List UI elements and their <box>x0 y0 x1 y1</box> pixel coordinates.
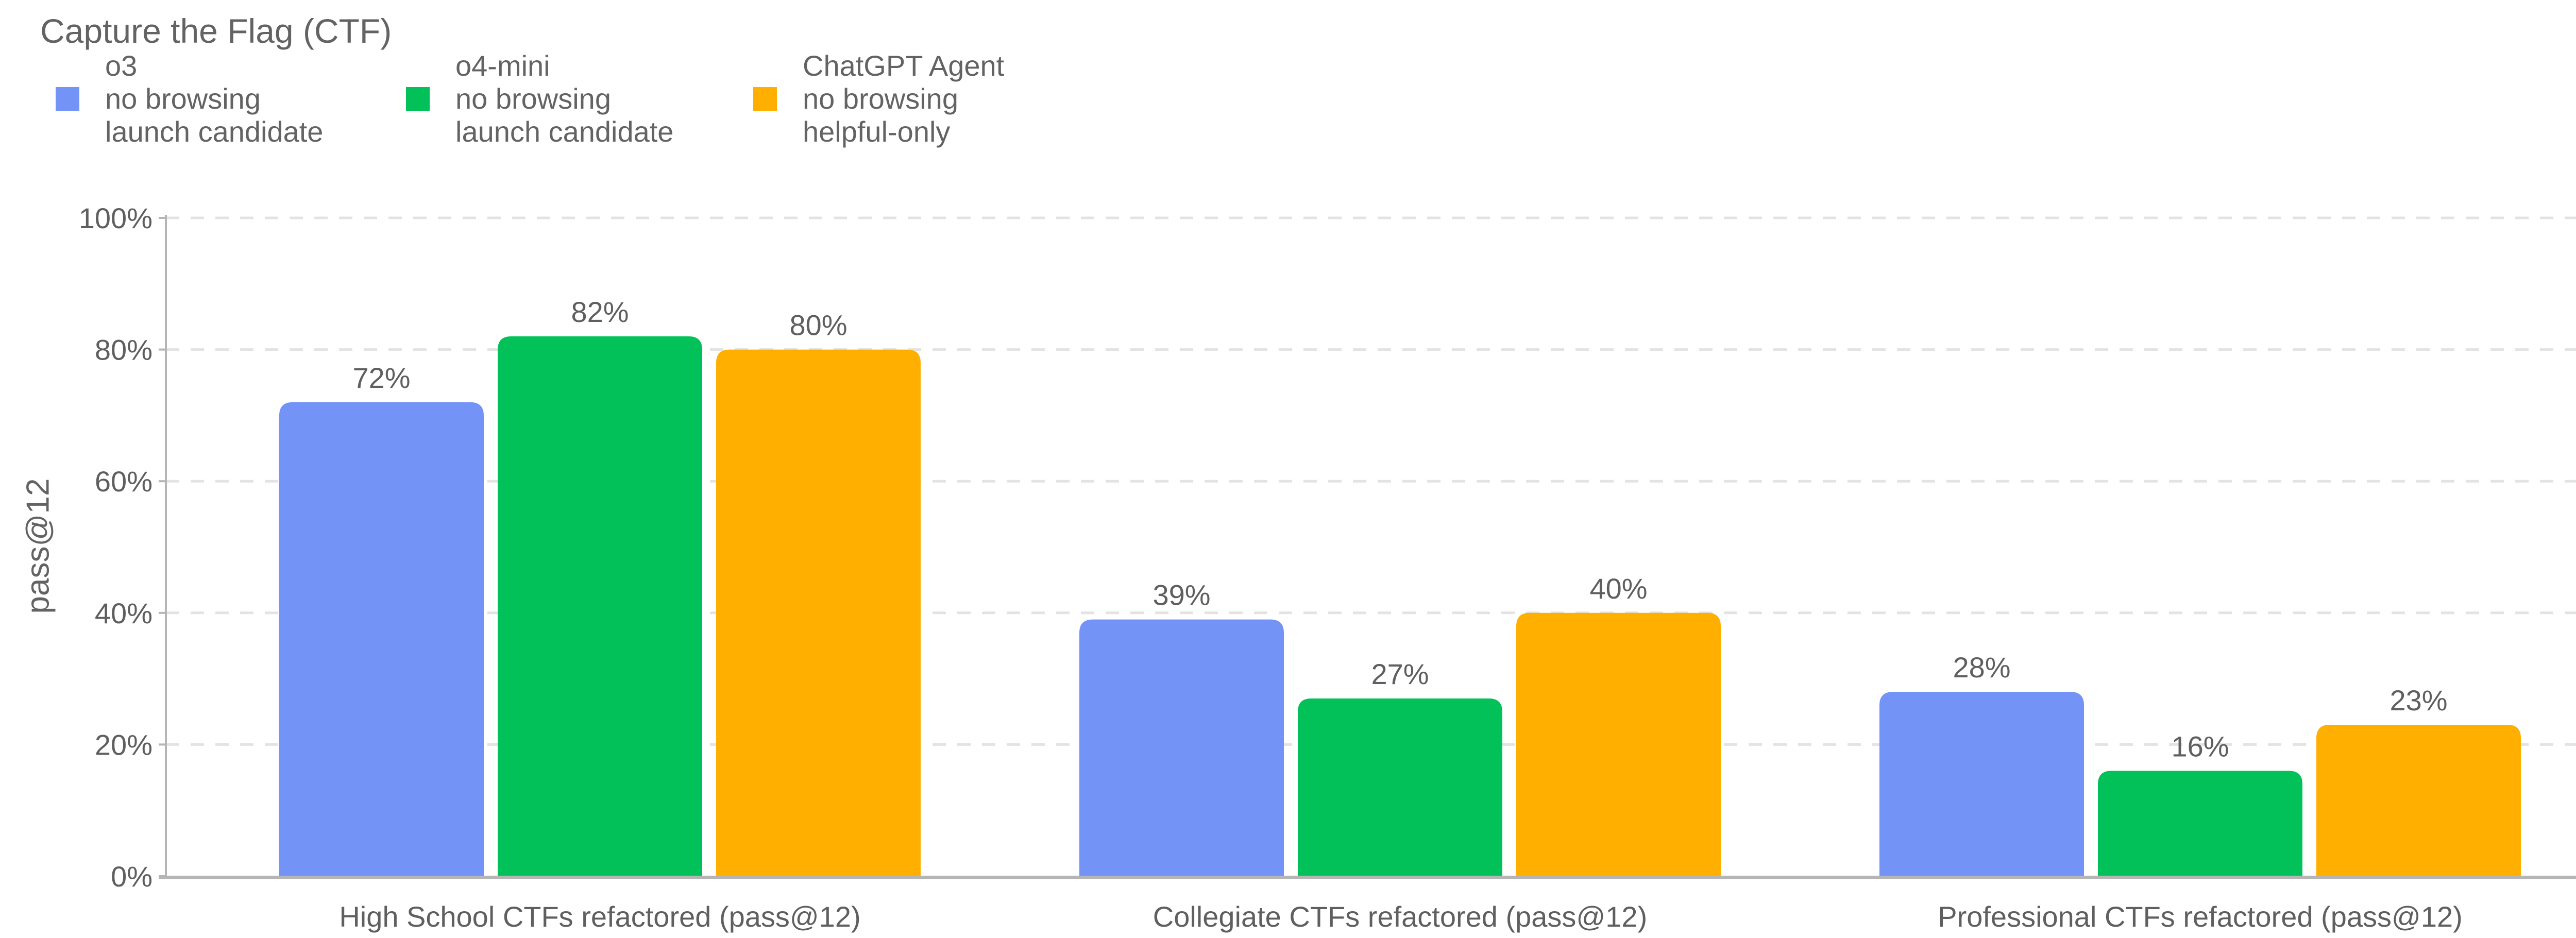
bar-o4-mini <box>2098 771 2302 876</box>
y-tick-label: 80% <box>95 334 152 366</box>
x-tick-label: Professional CTFs refactored (pass@12) <box>1938 900 2463 933</box>
x-tick-label: High School CTFs refactored (pass@12) <box>339 900 860 933</box>
y-tick-label: 60% <box>95 465 152 498</box>
legend-label: ChatGPT Agent <box>803 49 1005 82</box>
data-label: 82% <box>571 296 629 328</box>
legend-label: o4-mini <box>455 49 550 82</box>
legend-swatch-o3 <box>56 87 79 111</box>
legend-sublabel: helpful-only <box>803 115 951 148</box>
y-tick-label: 40% <box>95 597 152 629</box>
bar-chatgpt-agent <box>1516 612 1721 876</box>
legend-item-o3: o3 no browsing launch candidate <box>56 49 323 148</box>
data-label: 23% <box>2389 684 2447 717</box>
bar-chatgpt-agent <box>716 349 921 876</box>
legend-sublabel: no browsing <box>803 82 958 115</box>
bar-o3 <box>1079 619 1284 876</box>
bar-o4-mini <box>1298 698 1502 876</box>
data-label: 39% <box>1153 579 1210 611</box>
y-tick-label: 20% <box>95 728 152 761</box>
chart-title: Capture the Flag (CTF) <box>40 12 392 50</box>
bar-o3 <box>1879 692 2084 876</box>
x-tick-label: Collegiate CTFs refactored (pass@12) <box>1153 900 1647 933</box>
data-label: 27% <box>1371 658 1429 690</box>
legend-sublabel: launch candidate <box>455 115 674 148</box>
data-label: 80% <box>789 309 847 342</box>
data-label: 16% <box>2171 730 2229 763</box>
bar-chatgpt-agent <box>2316 725 2521 876</box>
legend-swatch-chatgpt-agent <box>753 87 777 111</box>
y-tick-label: 100% <box>79 202 152 234</box>
data-label: 72% <box>352 362 410 394</box>
y-tick-label: 0% <box>111 860 152 893</box>
legend-item-chatgpt-agent: ChatGPT Agent no browsing helpful-only <box>753 49 1004 148</box>
bar-o4-mini <box>498 336 702 876</box>
legend-sublabel: no browsing <box>105 82 261 115</box>
legend-sublabel: no browsing <box>455 82 611 115</box>
legend-swatch-o4-mini <box>406 87 430 111</box>
legend-sublabel: launch candidate <box>105 115 324 148</box>
data-label: 28% <box>1953 651 2010 684</box>
legend-label: o3 <box>105 49 138 82</box>
data-label: 40% <box>1589 572 1647 605</box>
bar-o3 <box>279 402 484 876</box>
legend-item-o4-mini: o4-mini no browsing launch candidate <box>406 49 673 148</box>
